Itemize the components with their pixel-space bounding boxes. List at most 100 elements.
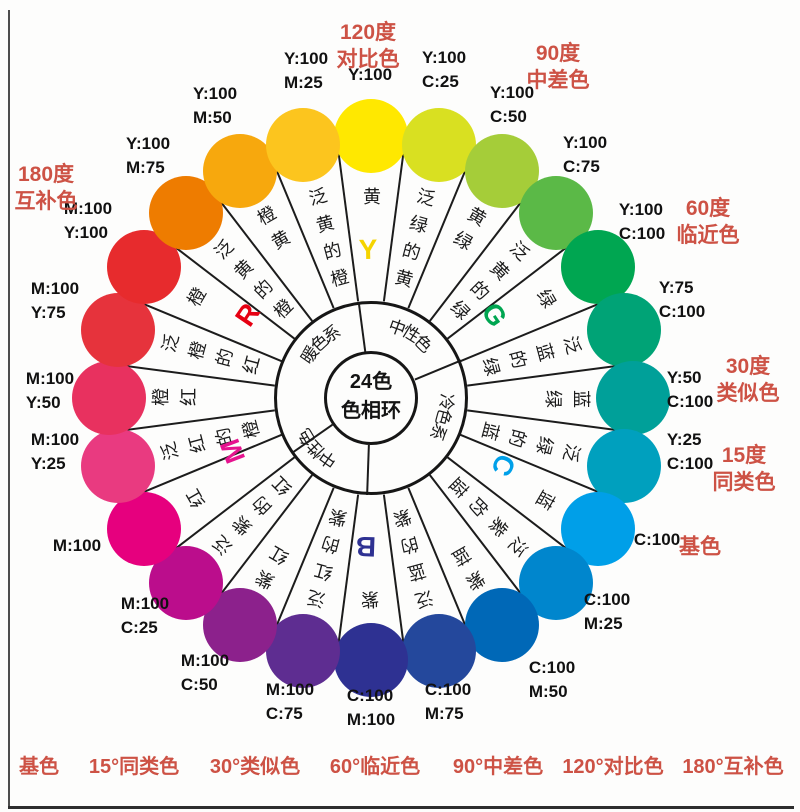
value-label-9: C:100 M:25: [584, 588, 630, 636]
annotation-contrast-120: 120度 对比色: [337, 19, 400, 73]
sector-label-18: 橙红: [151, 388, 207, 408]
color-circle-18: [72, 361, 146, 435]
annotation-line: 15度: [721, 444, 767, 467]
value-label-14: M:100 C:50: [181, 649, 229, 697]
value-line: M:100: [30, 430, 80, 449]
value-label-6: Y:50 C:100: [667, 366, 713, 414]
legend-item-6: 180°互补色: [682, 756, 784, 778]
annotation-complementary-180: 180度 互补色: [15, 161, 78, 215]
value-line: M:25: [583, 614, 623, 633]
value-label-12: C:100 M:100: [347, 684, 395, 732]
value-label-22: Y:100 M:50: [193, 82, 237, 130]
value-label-21: Y:100 M:75: [126, 132, 170, 180]
color-circle-17: [80, 428, 155, 503]
legend-item-3: 60°临近色: [329, 756, 421, 778]
value-label-13: M:100 C:75: [266, 678, 314, 726]
value-line: Y:100: [421, 48, 467, 67]
annotation-adjacent-60: 60度临近色: [677, 195, 740, 249]
value-label-11: C:100 M:75: [425, 678, 471, 726]
annotation-analogous-30: 30度 类似色: [717, 353, 780, 407]
annotation-line: 60度: [685, 197, 731, 220]
color-circle-10: [465, 587, 539, 662]
value-line: C:100: [424, 680, 472, 699]
annotation-mid-diff-90: 90度中差色: [527, 40, 590, 94]
color-circle-0: [334, 99, 408, 173]
legend-item-5: 120°对比色: [562, 756, 664, 778]
annotation-line: 180度: [17, 163, 75, 186]
value-line: M:100: [346, 710, 396, 729]
value-label-16: M:100: [53, 534, 101, 558]
value-line: M:100: [25, 369, 75, 388]
value-line: M:100: [52, 536, 102, 555]
sector-label-20: 橙: [183, 283, 218, 316]
value-line: Y:100: [192, 84, 238, 103]
value-label-2: Y:100 C:50: [490, 81, 534, 129]
annotation-same-family-15: 15度 同类色: [713, 442, 776, 496]
letter-B: B: [355, 530, 377, 563]
color-circle-6: [596, 361, 670, 435]
value-label-15: M:100 C:25: [121, 592, 169, 640]
value-line: Y:100: [489, 83, 535, 102]
value-line: Y:25: [666, 430, 702, 449]
color-circle-13: [266, 614, 341, 689]
letter-G: G: [475, 297, 514, 333]
value-line: M:100: [120, 594, 170, 613]
color-circle-7: [587, 428, 662, 503]
value-line: Y:50: [25, 393, 61, 412]
value-line: Y:75: [658, 278, 694, 297]
letter-Y: Y: [358, 233, 379, 266]
value-line: C:75: [265, 704, 303, 723]
annotation-base-color-right: 基色: [679, 534, 721, 561]
color-circle-23: [266, 107, 341, 182]
color-circle-5: [587, 293, 662, 368]
color-circle-12: [334, 623, 408, 697]
sector-label-8: 蓝: [524, 480, 559, 513]
letter-C: C: [484, 449, 522, 482]
value-line: Y:100: [618, 200, 663, 219]
letter-R: R: [229, 297, 267, 333]
value-line: M:50: [192, 108, 232, 127]
color-circle-1: [401, 107, 476, 182]
annotation-line: 30度: [725, 355, 771, 378]
value-line: C:100: [666, 454, 714, 473]
annotation-line: 90度: [535, 42, 581, 65]
value-line: C:25: [120, 618, 158, 637]
annotation-line: 中差色: [526, 69, 590, 92]
frame-bottom-line: [8, 806, 794, 809]
value-label-5: Y:75 C:100: [659, 276, 705, 324]
annotation-line: 对比色: [336, 48, 400, 71]
annotation-line: 临近色: [676, 224, 740, 247]
value-line: C:75: [562, 157, 600, 176]
value-line: M:100: [265, 680, 315, 699]
value-label-20: M:100 Y:100: [64, 197, 112, 245]
value-line: C:100: [528, 658, 576, 677]
sector-label-4: 绿: [524, 283, 559, 316]
value-line: M:100: [63, 199, 113, 218]
value-label-19: M:100 Y:75: [31, 277, 79, 325]
annotation-line: 基色: [679, 535, 721, 559]
value-line: M:75: [424, 704, 464, 723]
color-circle-16: [107, 492, 182, 566]
value-label-3: Y:100 C:75: [563, 131, 607, 179]
value-line: Y:100: [347, 65, 393, 84]
value-label-0: Y:100: [348, 63, 392, 87]
value-line: C:25: [421, 72, 459, 91]
value-label-7: Y:25 C:100: [667, 428, 713, 476]
sector-label-16: 红: [183, 480, 218, 513]
value-line: C:50: [489, 107, 527, 126]
center-title-line1: 24色: [349, 371, 393, 393]
value-line: M:75: [125, 158, 165, 177]
value-label-4: Y:100 C:100: [619, 198, 665, 246]
value-line: M:25: [283, 73, 323, 92]
center-title-line2: 色相环: [341, 400, 401, 422]
legend-item-2: 30°类似色: [209, 756, 301, 778]
value-line: Y:75: [30, 303, 66, 322]
value-line: C:100: [618, 224, 666, 243]
legend-item-4: 90°中差色: [452, 756, 544, 778]
value-line: C:50: [180, 675, 218, 694]
value-line: C:100: [666, 392, 714, 411]
legend-item-1: 15°同类色: [88, 756, 180, 778]
value-line: Y:100: [562, 133, 608, 152]
value-line: Y:100: [283, 49, 329, 68]
